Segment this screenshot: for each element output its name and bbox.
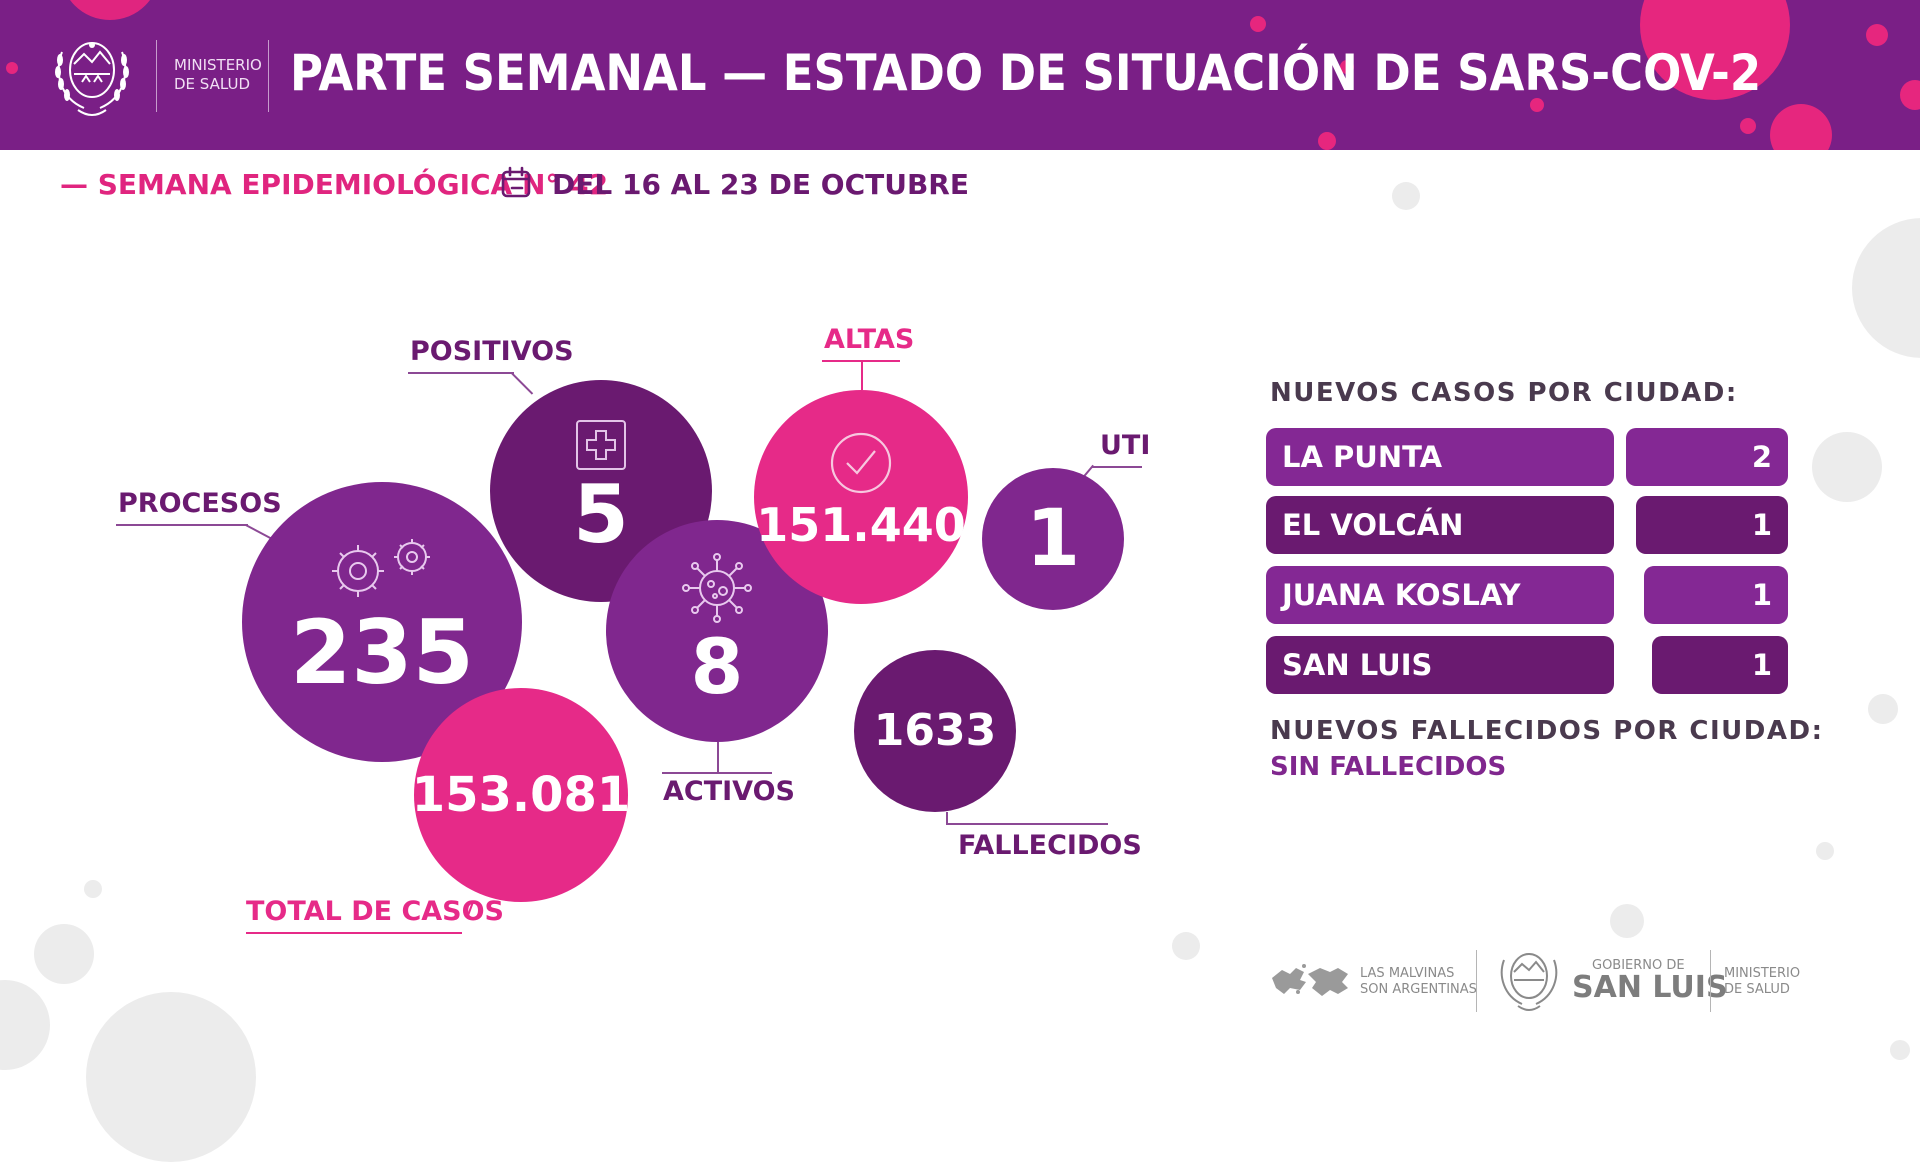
new-cases-title: NUEVOS CASOS POR CIUDAD: bbox=[1270, 378, 1738, 408]
procesos-value: 235 bbox=[290, 601, 474, 704]
altas-circle: 151.440 bbox=[754, 390, 968, 604]
decor-dot bbox=[1740, 118, 1756, 134]
decor-dot bbox=[1340, 60, 1354, 74]
san-luis-emblem-icon bbox=[1500, 953, 1558, 1011]
fallecidos-value: 1633 bbox=[873, 705, 997, 756]
fallecidos-circle: 1633 bbox=[854, 650, 1016, 812]
decor-bubble bbox=[1812, 432, 1882, 502]
header-banner: MINISTERIO DE SALUD PARTE SEMANAL — ESTA… bbox=[0, 0, 1920, 150]
total-leader-line bbox=[246, 932, 462, 934]
footer-divider bbox=[1710, 950, 1711, 1012]
footer-ministerio-text: MINISTERIO DE SALUD bbox=[1724, 966, 1801, 997]
malvinas-text: LAS MALVINAS SON ARGENTINAS bbox=[1360, 966, 1477, 997]
total-label: TOTAL DE CASOS bbox=[246, 896, 505, 927]
uti-value: 1 bbox=[1025, 494, 1081, 584]
ministry-label: MINISTERIO DE SALUD bbox=[174, 56, 262, 93]
altas-leader-line bbox=[861, 360, 863, 390]
decor-dot bbox=[1530, 98, 1544, 112]
city-name: JUANA KOSLAY bbox=[1266, 566, 1614, 624]
altas-label: ALTAS bbox=[824, 324, 915, 355]
decor-dot bbox=[1318, 132, 1336, 150]
decor-dot bbox=[1250, 16, 1266, 32]
decor-bubble bbox=[1392, 182, 1420, 210]
procesos-leader-line bbox=[116, 524, 248, 526]
page-title: PARTE SEMANAL — ESTADO DE SITUACIÓN DE S… bbox=[290, 44, 1762, 102]
calendar-icon bbox=[501, 166, 531, 198]
total-circle: 153.081 bbox=[411, 688, 631, 902]
decor-dot bbox=[60, 0, 160, 20]
new-deaths-title: NUEVOS FALLECIDOS POR CIUDAD: bbox=[1270, 716, 1824, 746]
decor-dot bbox=[1900, 80, 1920, 110]
checkmark-icon bbox=[830, 432, 892, 494]
decor-bubble bbox=[0, 980, 50, 1070]
city-count: 1 bbox=[1652, 636, 1788, 694]
procesos-label: PROCESOS bbox=[118, 488, 282, 519]
footer-divider bbox=[1476, 950, 1477, 1012]
decor-bubble bbox=[1868, 694, 1898, 724]
city-name: LA PUNTA bbox=[1266, 428, 1614, 486]
uti-circle: 1 bbox=[982, 468, 1124, 610]
fallecidos-leader-line bbox=[946, 812, 948, 824]
header-divider bbox=[268, 40, 269, 112]
decor-bubble bbox=[1890, 1040, 1910, 1060]
decor-dot bbox=[1770, 104, 1832, 150]
activos-value: 8 bbox=[690, 622, 744, 711]
gears-icon bbox=[332, 539, 430, 597]
city-count: 2 bbox=[1626, 428, 1788, 486]
decor-bubble bbox=[1172, 932, 1200, 960]
uti-label: UTI bbox=[1100, 430, 1151, 461]
date-range: DEL 16 AL 23 DE OCTUBRE bbox=[552, 168, 969, 201]
uti-leader-line bbox=[1092, 466, 1142, 468]
decor-dot bbox=[6, 62, 18, 74]
city-count: 1 bbox=[1644, 566, 1788, 624]
decor-bubble bbox=[1816, 842, 1834, 860]
decor-bubble bbox=[1610, 904, 1644, 938]
malvinas-islands-icon bbox=[1272, 964, 1348, 996]
decor-bubble bbox=[84, 880, 102, 898]
activos-leader-line bbox=[717, 742, 719, 772]
decor-bubble bbox=[86, 992, 256, 1162]
activos-leader-line bbox=[662, 772, 772, 774]
fallecidos-leader-line bbox=[946, 823, 1108, 825]
positivos-leader-line bbox=[510, 372, 534, 395]
city-count: 1 bbox=[1636, 496, 1788, 554]
positivos-value: 5 bbox=[573, 468, 629, 561]
positivos-label: POSITIVOS bbox=[410, 336, 574, 367]
medical-cross-icon bbox=[576, 420, 626, 470]
new-deaths-value: SIN FALLECIDOS bbox=[1270, 752, 1507, 782]
gobierno-small-text: GOBIERNO DE bbox=[1592, 958, 1685, 973]
decor-bubble bbox=[1852, 218, 1920, 358]
city-name: SAN LUIS bbox=[1266, 636, 1614, 694]
gobierno-big-text: SAN LUIS bbox=[1572, 970, 1728, 1005]
activos-label: ACTIVOS bbox=[663, 776, 795, 807]
positivos-leader-line bbox=[408, 372, 514, 374]
virus-icon bbox=[682, 553, 752, 623]
altas-value: 151.440 bbox=[756, 498, 966, 552]
province-emblem-icon bbox=[55, 42, 129, 116]
decor-bubble bbox=[34, 924, 94, 984]
city-name: EL VOLCÁN bbox=[1266, 496, 1614, 554]
decor-dot bbox=[1866, 24, 1888, 46]
total-value: 153.081 bbox=[411, 767, 631, 823]
header-divider bbox=[156, 40, 157, 112]
fallecidos-label: FALLECIDOS bbox=[958, 830, 1142, 861]
